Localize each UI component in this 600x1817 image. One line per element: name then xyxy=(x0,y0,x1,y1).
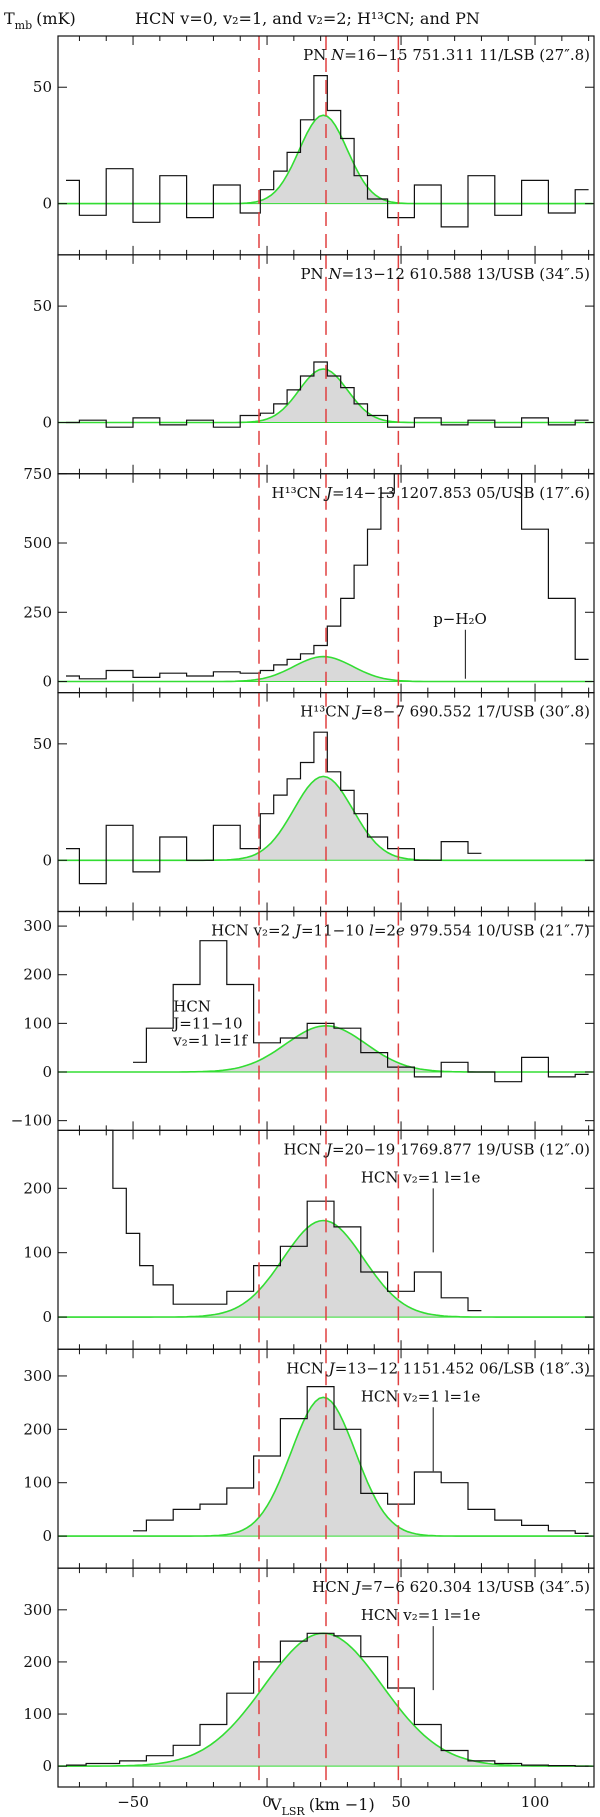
x-tick-label: 0 xyxy=(262,1793,272,1811)
figure-title: HCN v=0, v₂=1, and v₂=2; H¹³CN; and PN xyxy=(135,9,480,28)
y-tick-label: 200 xyxy=(23,1179,52,1197)
spectrum-trace xyxy=(66,361,589,428)
panel-annotation: HCN v₂=1 l=1e xyxy=(361,1168,481,1186)
y-tick-label: 0 xyxy=(42,673,52,691)
panel-label: PN N=16−15 751.311 11/LSB (27″.8) xyxy=(303,46,590,64)
figure-header: Tmb (mK) HCN v=0, v₂=1, and v₂=2; H¹³CN; … xyxy=(4,9,480,32)
x-tick-label: 100 xyxy=(521,1793,550,1811)
panel-3: 0 250 500 750 H¹³CN J=14−13 1207.853 05/USB … xyxy=(23,465,595,694)
x-tick-label: −50 xyxy=(117,1793,149,1811)
panel-label: H¹³CN J=8−7 690.552 17/USB (30″.8) xyxy=(300,703,590,721)
y-tick-label: 0 xyxy=(42,1757,52,1775)
spectrum-panels: 0 50 PN N=16−15 751.311 11/LSB (27″.8) 0 50 P… xyxy=(11,35,595,1788)
fit-fill xyxy=(58,656,593,682)
panel-annotation: HCN xyxy=(173,998,211,1016)
y-tick-label: 300 xyxy=(23,1601,52,1619)
y-tick-label: 100 xyxy=(23,1244,52,1262)
panel-annotation: p−H₂O xyxy=(433,610,487,628)
panel-annotation: v₂=1 l=1f xyxy=(172,1032,248,1050)
y-tick-label: 50 xyxy=(33,735,52,753)
panel-annotation: HCN v₂=1 l=1e xyxy=(361,1606,481,1624)
y-tick-label: 200 xyxy=(23,966,52,984)
y-tick-label: 300 xyxy=(23,1367,52,1385)
panel-2: 0 50 PN N=13−12 610.588 13/USB (34″.5) xyxy=(33,254,595,475)
spectrum-trace xyxy=(66,75,589,228)
panel-annotation: HCN v₂=1 l=1e xyxy=(361,1387,481,1405)
y-tick-label: 0 xyxy=(42,195,52,213)
x-axis: −50 0 50 100 xyxy=(117,1793,549,1811)
fit-fill xyxy=(58,1633,593,1767)
y-tick-label: 0 xyxy=(42,851,52,869)
spectrum-trace xyxy=(133,940,589,1083)
panel-label: HCN J=20−19 1769.877 19/USB (12″.0) xyxy=(284,1140,590,1158)
x-axis-label: VLSR (km −1) xyxy=(269,1795,375,1817)
y-tick-label: 0 xyxy=(42,1308,52,1326)
spectrum-trace xyxy=(106,1129,482,1312)
y-tick-label: 300 xyxy=(23,917,52,935)
panel-label: H¹³CN J=14−13 1207.853 05/USB (17″.6) xyxy=(272,484,590,502)
panel-4: 0 50 H¹³CN J=8−7 690.552 17/USB (30″.8) xyxy=(33,692,595,913)
y-tick-label: 0 xyxy=(42,1527,52,1545)
panel-5: −100 0 100 200 300 HCN v₂=2 J=11−10 l=2e 979.… xyxy=(11,910,595,1131)
y-tick-label: 200 xyxy=(23,1420,52,1438)
y-tick-label: 50 xyxy=(33,297,52,315)
y-tick-label: 250 xyxy=(23,603,52,621)
x-tick-label: 50 xyxy=(391,1793,410,1811)
panel-label: HCN J=7−6 620.304 13/USB (34″.5) xyxy=(312,1578,590,1596)
y-tick-label: 100 xyxy=(23,1014,52,1032)
y-tick-label: 100 xyxy=(23,1474,52,1492)
y-tick-label: 100 xyxy=(23,1705,52,1723)
panel-label: HCN J=13−12 1151.452 06/LSB (18″.3) xyxy=(286,1359,590,1377)
y-tick-label: 200 xyxy=(23,1653,52,1671)
y-tick-label: 0 xyxy=(42,1063,52,1081)
panel-frame xyxy=(57,1567,595,1788)
y-tick-label: 0 xyxy=(42,414,52,432)
spectrum-trace xyxy=(133,1386,589,1534)
fit-fill xyxy=(58,776,593,861)
panel-label: PN N=13−12 610.588 13/USB (34″.5) xyxy=(300,265,590,283)
panel-6: 0 100 200 HCN J=20−19 1769.877 19/USB (12″.… xyxy=(23,1129,595,1350)
spectrum-trace xyxy=(66,731,482,885)
panel-1: 0 50 PN N=16−15 751.311 11/LSB (27″.8) xyxy=(33,35,595,256)
panel-8: 0 100 200 300 HCN J=7−6 620.304 13/USB (34″.… xyxy=(23,1567,595,1788)
y-tick-label: −100 xyxy=(11,1112,52,1130)
spectrum-trace xyxy=(66,473,589,680)
panel-annotation: J=11−10 xyxy=(171,1015,242,1033)
y-tick-label: 500 xyxy=(23,534,52,552)
panel-7: 0 100 200 300 HCN J=13−12 1151.452 06/LSB (1… xyxy=(23,1348,595,1569)
y-tick-label: 50 xyxy=(33,78,52,96)
y-tick-label: 750 xyxy=(23,465,52,483)
spectrum-trace xyxy=(66,1632,589,1767)
panel-label: HCN v₂=2 J=11−10 l=2e 979.554 10/USB (21… xyxy=(211,922,590,940)
y-axis-label: Tmb (mK) xyxy=(4,9,76,32)
